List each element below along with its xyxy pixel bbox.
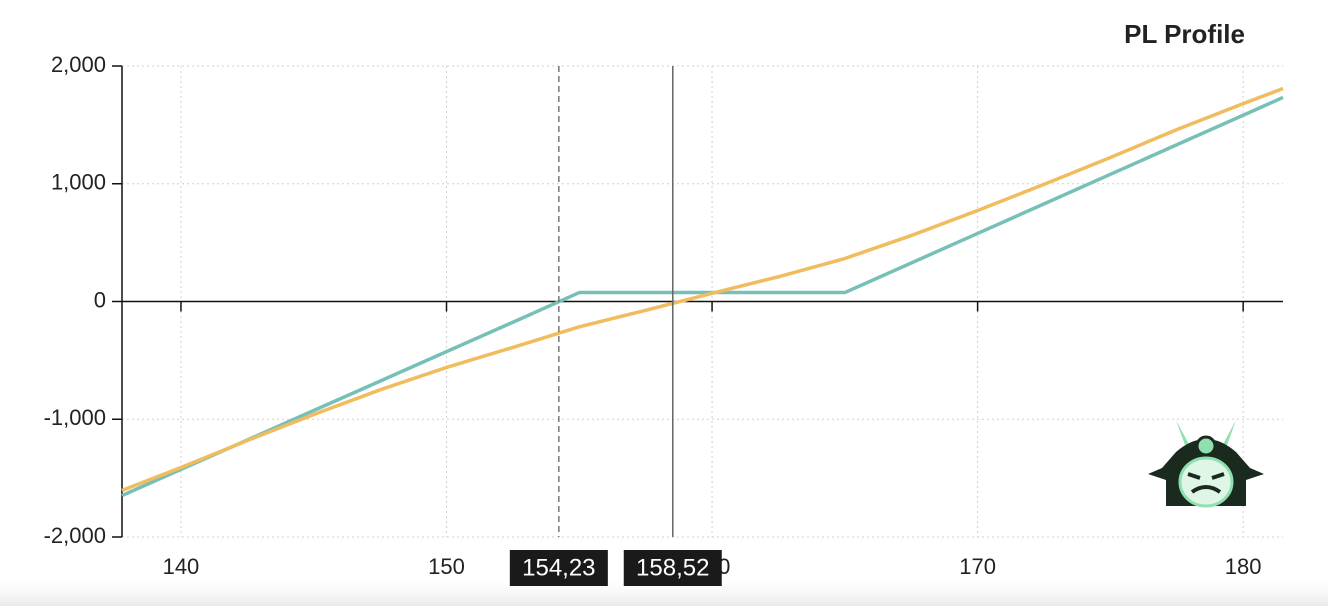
x-tick-label: 140 bbox=[163, 554, 200, 579]
marker-label: 158,52 bbox=[636, 554, 709, 581]
chart-title: PL Profile bbox=[1124, 19, 1245, 49]
y-tick-label: -1,000 bbox=[44, 405, 106, 430]
y-tick-label: 1,000 bbox=[51, 170, 106, 195]
marker-label-box bbox=[623, 550, 722, 586]
logo-crest bbox=[1195, 435, 1217, 457]
logo-features bbox=[1187, 472, 1225, 494]
series-line bbox=[121, 86, 1284, 493]
x-tick-label: 170 bbox=[959, 554, 996, 579]
samurai-logo bbox=[1148, 420, 1264, 508]
logo-face bbox=[1178, 456, 1234, 508]
lines bbox=[121, 86, 1284, 498]
marker-label: 154,23 bbox=[522, 554, 595, 581]
y-tick-label: 2,000 bbox=[51, 52, 106, 77]
x-tick-label: 180 bbox=[1225, 554, 1262, 579]
overlay: 154,23 158,52 bbox=[509, 66, 722, 586]
y-tick-label: 0 bbox=[94, 287, 106, 312]
x-tick-label: 150 bbox=[428, 554, 465, 579]
marker-label-box bbox=[509, 550, 608, 586]
y-tick-label: -2,000 bbox=[44, 523, 106, 548]
